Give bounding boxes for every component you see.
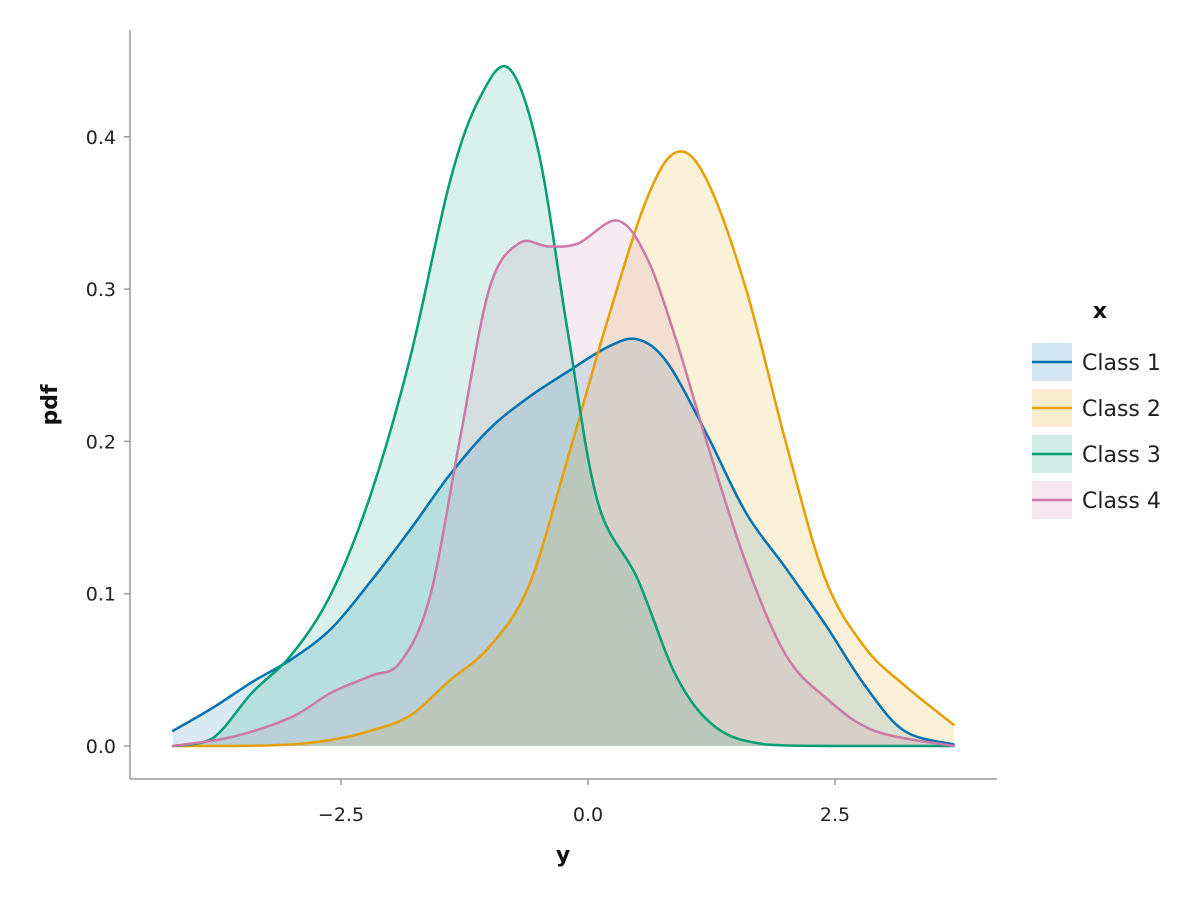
y-tick-label: 0.0 — [86, 736, 116, 758]
y-axis-ticks: 0.0 0.1 0.2 0.3 0.4 — [86, 127, 130, 758]
legend-items: Class 1 Class 2 Class 3 Class 4 — [1032, 343, 1161, 519]
legend-item-class-1: Class 1 — [1032, 343, 1161, 381]
x-tick-label: 2.5 — [820, 804, 850, 826]
x-axis-title: y — [556, 843, 570, 868]
density-line-class-4 — [171, 219, 955, 748]
y-tick-label: 0.1 — [86, 584, 116, 606]
legend-item-class-2: Class 2 — [1032, 389, 1161, 427]
density-area-class-4 — [173, 220, 954, 746]
legend: x Class 1 Class 2 Class 3 Class 4 — [1032, 299, 1161, 519]
density-area-class-3 — [173, 66, 954, 746]
legend-label: Class 3 — [1082, 443, 1161, 468]
y-tick-label: 0.3 — [86, 279, 116, 301]
legend-item-class-3: Class 3 — [1032, 435, 1161, 473]
density-line-class-2 — [171, 150, 955, 748]
x-tick-label: −2.5 — [318, 804, 364, 826]
legend-title: x — [1093, 299, 1107, 324]
density-line-class-1 — [171, 337, 955, 746]
y-axis-title: pdf — [38, 384, 63, 425]
y-tick-label: 0.2 — [86, 431, 116, 453]
legend-label: Class 2 — [1082, 397, 1161, 422]
legend-item-class-4: Class 4 — [1032, 481, 1161, 519]
axes: 0.0 0.1 0.2 0.3 0.4 −2.5 0.0 2.5 y pdf — [38, 30, 997, 868]
y-tick-label: 0.4 — [86, 127, 116, 149]
x-tick-label: 0.0 — [573, 804, 603, 826]
density-lines — [171, 64, 955, 748]
x-axis-ticks: −2.5 0.0 2.5 — [318, 779, 850, 826]
legend-label: Class 4 — [1082, 489, 1161, 514]
density-line-class-3 — [171, 64, 955, 748]
density-area-class-1 — [173, 338, 954, 746]
legend-label: Class 1 — [1082, 351, 1161, 376]
